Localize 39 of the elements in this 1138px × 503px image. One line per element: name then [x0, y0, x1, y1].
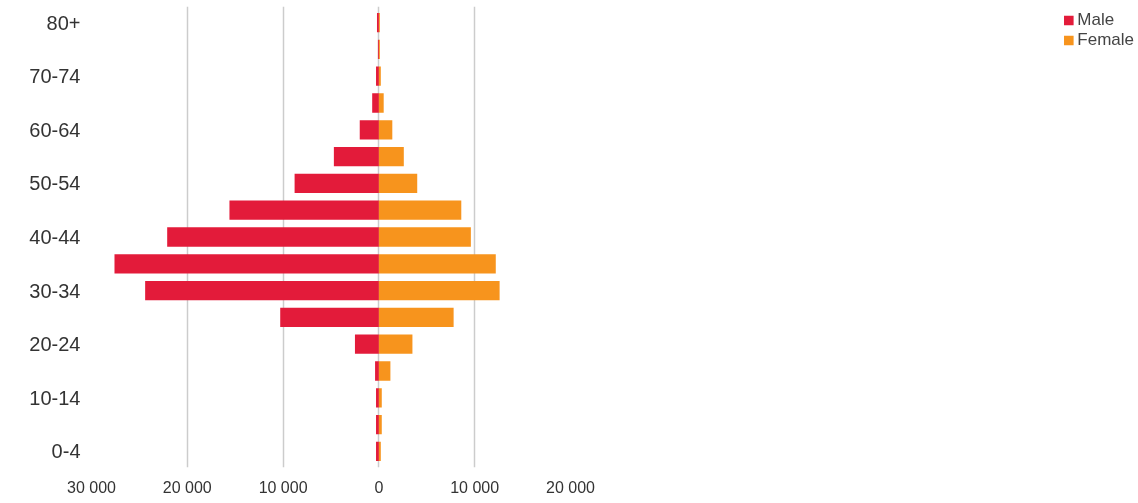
y-tick-label: 0-4	[51, 440, 81, 463]
x-tick-label: 30 000	[67, 478, 117, 496]
bar	[333, 146, 379, 167]
bar	[145, 280, 379, 301]
y-tick-label: 70-74	[29, 65, 81, 88]
bar	[229, 200, 379, 220]
bar	[378, 146, 404, 167]
bar	[378, 173, 418, 194]
x-tick-label: 0	[374, 478, 384, 496]
bar	[378, 200, 462, 220]
x-tick-label: 10 000	[258, 478, 308, 496]
bar	[375, 361, 379, 381]
bar	[378, 307, 454, 328]
bar	[378, 227, 471, 247]
bar	[167, 227, 379, 247]
y-tick-label: 80+	[46, 11, 81, 34]
bar	[359, 120, 379, 140]
bar	[378, 254, 496, 274]
bar	[378, 93, 384, 113]
bar	[354, 334, 379, 354]
legend-label: Male	[1077, 10, 1115, 30]
bar	[280, 307, 379, 328]
y-tick-label: 10-14	[29, 386, 81, 409]
y-tick-label: 30-34	[29, 279, 81, 302]
bar	[372, 93, 379, 113]
bar	[378, 334, 413, 354]
bar	[378, 280, 500, 301]
x-tick-label: 20 000	[546, 478, 596, 496]
y-tick-label: 40-44	[29, 226, 81, 248]
bar	[378, 361, 391, 381]
bar	[114, 254, 379, 274]
legend-label: Female	[1077, 30, 1134, 50]
x-tick-label: 10 000	[450, 478, 500, 496]
x-tick-label: 20 000	[162, 478, 212, 496]
y-tick-label: 60-64	[29, 118, 81, 141]
y-tick-label: 50-54	[29, 172, 81, 195]
bar	[378, 120, 393, 140]
bar	[294, 173, 379, 194]
y-tick-label: 20-24	[29, 333, 81, 356]
